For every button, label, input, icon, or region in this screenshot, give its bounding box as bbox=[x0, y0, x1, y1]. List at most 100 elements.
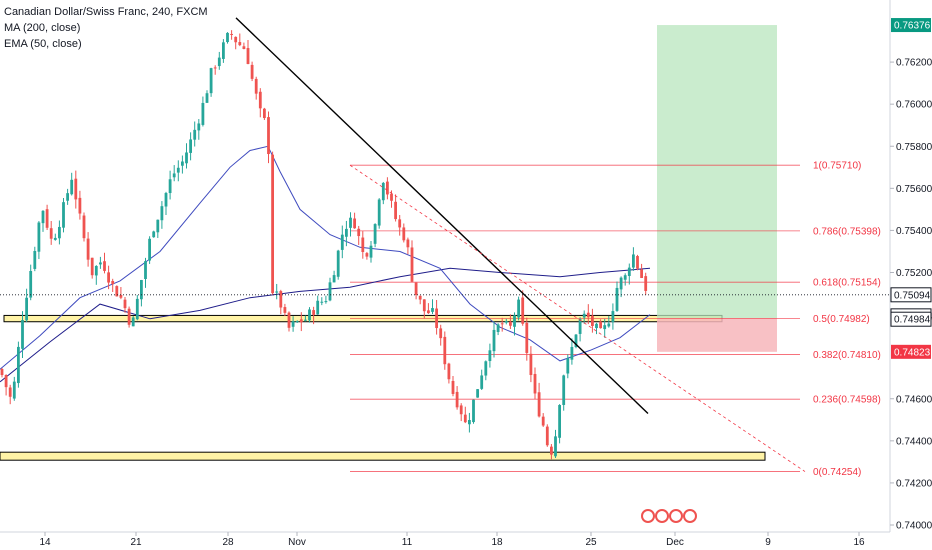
downtrend-line[interactable] bbox=[235, 17, 649, 414]
legend-ema: EMA (50, close) bbox=[4, 38, 82, 50]
candle bbox=[570, 338, 574, 365]
candle bbox=[554, 429, 557, 458]
candle-body bbox=[246, 48, 250, 64]
candle bbox=[197, 119, 201, 140]
candle bbox=[185, 143, 188, 169]
profit-zone[interactable] bbox=[657, 25, 777, 319]
price-axis[interactable]: 0.76200 0.76000 0.75800 0.75600 0.75400 0.752… bbox=[889, 0, 932, 532]
candle bbox=[45, 204, 49, 231]
time-axis[interactable]: 14 21 28 Nov 11 18 25 Dec 9 16 bbox=[0, 531, 890, 550]
logo-ring bbox=[655, 509, 669, 523]
candle bbox=[427, 303, 430, 314]
candle-body bbox=[500, 323, 504, 325]
candle bbox=[500, 317, 504, 332]
candle-body bbox=[271, 154, 274, 294]
candle bbox=[562, 374, 566, 411]
candle bbox=[213, 65, 217, 75]
candle-body bbox=[287, 312, 291, 328]
candle-body bbox=[570, 346, 574, 360]
stop-loss-zone[interactable] bbox=[657, 318, 777, 352]
fib-level-label: 0.786(0.75398) bbox=[813, 226, 881, 237]
trendlines[interactable] bbox=[235, 17, 806, 472]
candle-body bbox=[131, 317, 135, 327]
candle bbox=[377, 198, 381, 229]
candle bbox=[37, 221, 41, 260]
candle bbox=[607, 315, 611, 328]
candle-body bbox=[172, 173, 176, 178]
candle-body bbox=[308, 309, 311, 321]
price-tick-label: 0.74200 bbox=[896, 478, 932, 489]
candle bbox=[324, 295, 328, 304]
candle bbox=[332, 270, 336, 283]
price-tag-text: 0.75094 bbox=[894, 290, 931, 301]
long-position-tool[interactable] bbox=[657, 25, 777, 352]
candle bbox=[582, 310, 586, 324]
candle bbox=[291, 316, 295, 332]
candle-body bbox=[111, 280, 115, 285]
candle-body bbox=[8, 387, 12, 397]
candle-body bbox=[336, 250, 340, 277]
candle bbox=[459, 403, 463, 422]
time-tick-label: 14 bbox=[39, 537, 51, 548]
candle bbox=[472, 399, 475, 424]
candle-body bbox=[386, 181, 389, 195]
candle-body bbox=[99, 262, 102, 265]
candle-body bbox=[394, 201, 397, 220]
candle bbox=[422, 299, 426, 319]
candle-body bbox=[140, 280, 143, 300]
candle-body bbox=[185, 152, 188, 164]
candle bbox=[574, 333, 578, 349]
candle bbox=[107, 265, 110, 290]
candle bbox=[144, 257, 147, 288]
candle bbox=[4, 374, 8, 396]
price-tick-label: 0.74400 bbox=[896, 436, 932, 447]
candle-body bbox=[74, 178, 78, 200]
candle bbox=[222, 39, 225, 63]
candle-body bbox=[193, 129, 197, 140]
candle bbox=[242, 42, 246, 50]
candle bbox=[94, 265, 98, 285]
fib-level-label: 0.236(0.74598) bbox=[813, 395, 881, 406]
candle-body bbox=[455, 391, 459, 408]
candle bbox=[521, 290, 525, 326]
logo-ring bbox=[683, 509, 697, 523]
candle bbox=[111, 278, 115, 292]
candle-body bbox=[41, 210, 45, 224]
candle-body bbox=[545, 426, 549, 446]
candle-body bbox=[439, 328, 443, 339]
ma-200-line bbox=[0, 267, 651, 383]
candle bbox=[152, 230, 156, 238]
candle-body bbox=[390, 193, 393, 201]
candle bbox=[238, 33, 242, 47]
fib-retracement[interactable]: 1(0.75710) 0.786(0.75398) 0.618(0.75154) 0.… bbox=[350, 161, 881, 478]
candle bbox=[603, 318, 607, 338]
candle-body bbox=[509, 321, 512, 326]
candle-body bbox=[525, 322, 529, 353]
candle bbox=[189, 132, 192, 161]
candle bbox=[443, 331, 447, 370]
candle-body bbox=[103, 261, 106, 271]
candle-body bbox=[562, 375, 566, 405]
candle-body bbox=[279, 291, 283, 308]
candle-body bbox=[447, 363, 451, 380]
candle-body bbox=[365, 253, 369, 257]
candle bbox=[312, 306, 315, 325]
candle bbox=[525, 317, 529, 361]
candle-body bbox=[119, 294, 123, 298]
candle bbox=[78, 190, 82, 220]
candle-body bbox=[49, 228, 53, 239]
candle-body bbox=[640, 269, 643, 278]
price-tag: 0.75094 bbox=[890, 287, 932, 303]
price-tick-label: 0.76000 bbox=[896, 100, 932, 111]
candle-body bbox=[152, 231, 156, 238]
candle-body bbox=[209, 68, 213, 94]
candle-body bbox=[398, 219, 402, 228]
price-tick-label: 0.74000 bbox=[896, 521, 932, 532]
price-tag-box bbox=[890, 287, 932, 303]
candle bbox=[431, 299, 434, 315]
ema-50-line bbox=[0, 145, 651, 370]
candle bbox=[484, 360, 488, 381]
candle bbox=[287, 311, 291, 332]
candle bbox=[595, 322, 598, 335]
